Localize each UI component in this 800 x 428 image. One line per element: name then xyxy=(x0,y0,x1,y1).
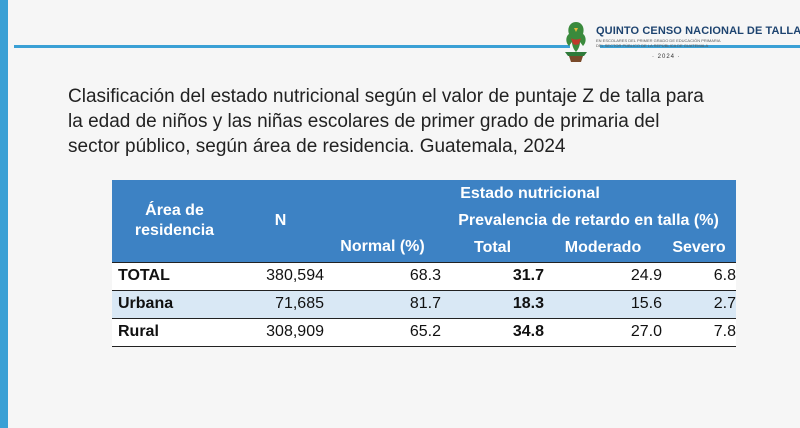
census-logo: QUINTO CENSO NACIONAL DE TALLA EN ESCOLA… xyxy=(560,16,800,66)
cell-n: 71,685 xyxy=(237,289,324,319)
top-divider-line-right xyxy=(600,45,800,48)
quetzal-emblem-icon xyxy=(565,22,587,62)
table-row: Rural 308,909 65.2 34.8 27.0 7.8 xyxy=(112,317,736,347)
cell-area: Rural xyxy=(112,317,237,347)
cell-total: 18.3 xyxy=(441,289,544,319)
table-row: Urbana 71,685 81.7 18.3 15.6 2.7 xyxy=(112,289,736,319)
slide-title-line3: sector público, según área de residencia… xyxy=(68,136,566,157)
cell-severo: 2.7 xyxy=(662,289,736,319)
nutrition-table: Área de residencia N Estado nutricional … xyxy=(112,180,736,347)
slide-title-line1: Clasificación del estado nutricional seg… xyxy=(68,86,704,107)
slide-title-line2: la edad de niños y las niñas escolares d… xyxy=(68,111,660,132)
slide-title: Clasificación del estado nutricional seg… xyxy=(68,84,708,159)
logo-subtitle-line1: EN ESCOLARES DEL PRIMER GRADO DE EDUCACI… xyxy=(596,38,721,43)
cell-n: 308,909 xyxy=(237,317,324,347)
cell-area: Urbana xyxy=(112,289,237,319)
left-accent-bar xyxy=(0,0,8,428)
header-n: N xyxy=(237,180,324,262)
cell-n: 380,594 xyxy=(237,261,324,291)
header-normal: Normal (%) xyxy=(324,208,441,262)
cell-moderado: 24.9 xyxy=(544,261,662,291)
table-row: TOTAL 380,594 68.3 31.7 24.9 6.8 xyxy=(112,261,736,291)
cell-total: 34.8 xyxy=(441,317,544,347)
logo-subtitle: EN ESCOLARES DEL PRIMER GRADO DE EDUCACI… xyxy=(596,38,746,48)
top-divider-line xyxy=(14,45,570,48)
cell-normal: 65.2 xyxy=(324,317,441,347)
header-severo: Severo xyxy=(662,234,736,262)
logo-year: · 2024 · xyxy=(652,54,681,60)
header-prevalencia: Prevalencia de retardo en talla (%) xyxy=(441,208,736,234)
header-area: Área de residencia xyxy=(112,180,237,262)
header-total: Total xyxy=(441,234,544,262)
cell-normal: 81.7 xyxy=(324,289,441,319)
header-moderado: Moderado xyxy=(544,234,662,262)
header-estado-nutricional: Estado nutricional xyxy=(324,180,736,208)
cell-moderado: 27.0 xyxy=(544,317,662,347)
cell-total: 31.7 xyxy=(441,261,544,291)
cell-normal: 68.3 xyxy=(324,261,441,291)
logo-title: QUINTO CENSO NACIONAL DE TALLA xyxy=(596,25,800,37)
cell-severo: 7.8 xyxy=(662,317,736,347)
cell-severo: 6.8 xyxy=(662,261,736,291)
logo-subtitle-line2: DEL SECTOR PÚBLICO DE LA REPÚBLICA DE GU… xyxy=(596,43,709,48)
cell-moderado: 15.6 xyxy=(544,289,662,319)
cell-area: TOTAL xyxy=(112,261,237,291)
